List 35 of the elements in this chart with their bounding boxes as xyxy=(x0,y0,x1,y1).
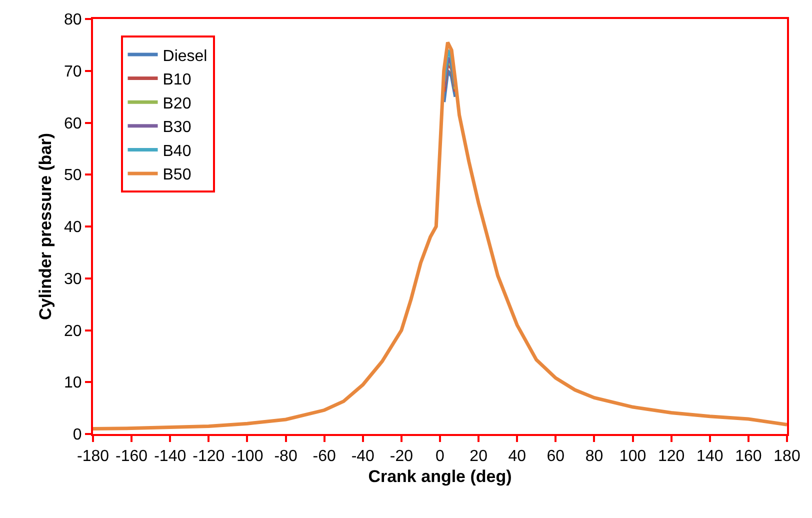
x-tick-label: 20 xyxy=(470,448,488,466)
x-tick-label: 160 xyxy=(735,448,762,466)
x-tick-label: 80 xyxy=(585,448,604,466)
y-tick-label: 20 xyxy=(64,322,82,340)
y-tick-label: 30 xyxy=(64,270,82,288)
y-tick-label: 50 xyxy=(64,167,82,184)
x-tick-label: -140 xyxy=(154,448,186,466)
x-tick-label: -160 xyxy=(116,448,148,466)
x-tick-label: -120 xyxy=(192,448,225,466)
x-tick-label: -80 xyxy=(274,448,298,466)
x-tick-label: 40 xyxy=(508,448,526,466)
x-tick-label: 140 xyxy=(696,448,724,466)
legend-label: B20 xyxy=(162,95,192,112)
y-tick-label: 60 xyxy=(64,115,82,132)
y-tick-label: 80 xyxy=(64,12,82,29)
x-axis-title: Crank angle (deg) xyxy=(368,467,512,486)
x-tick-label: 120 xyxy=(658,448,685,466)
legend-label: B10 xyxy=(162,72,192,89)
x-tick-label: -40 xyxy=(351,448,375,466)
y-tick-label: 40 xyxy=(64,219,82,236)
y-tick-label: 70 xyxy=(64,63,82,80)
x-tick-label: -100 xyxy=(231,448,264,466)
y-tick-label: 10 xyxy=(64,374,82,392)
x-tick-label: -180 xyxy=(76,448,110,466)
legend-label: B40 xyxy=(162,142,192,160)
legend-label: B30 xyxy=(162,119,192,136)
y-axis-title: Cylinder pressure (bar) xyxy=(36,132,56,320)
x-tick-label: 60 xyxy=(546,448,565,466)
legend-label: Diesel xyxy=(162,48,208,65)
x-tick-label: -20 xyxy=(390,448,414,466)
x-tick-label: 100 xyxy=(619,448,646,466)
x-tick-label: 0 xyxy=(436,448,445,466)
x-tick-label: -60 xyxy=(312,448,336,466)
y-tick-label: 0 xyxy=(72,426,82,444)
x-tick-label: 180 xyxy=(774,448,800,466)
